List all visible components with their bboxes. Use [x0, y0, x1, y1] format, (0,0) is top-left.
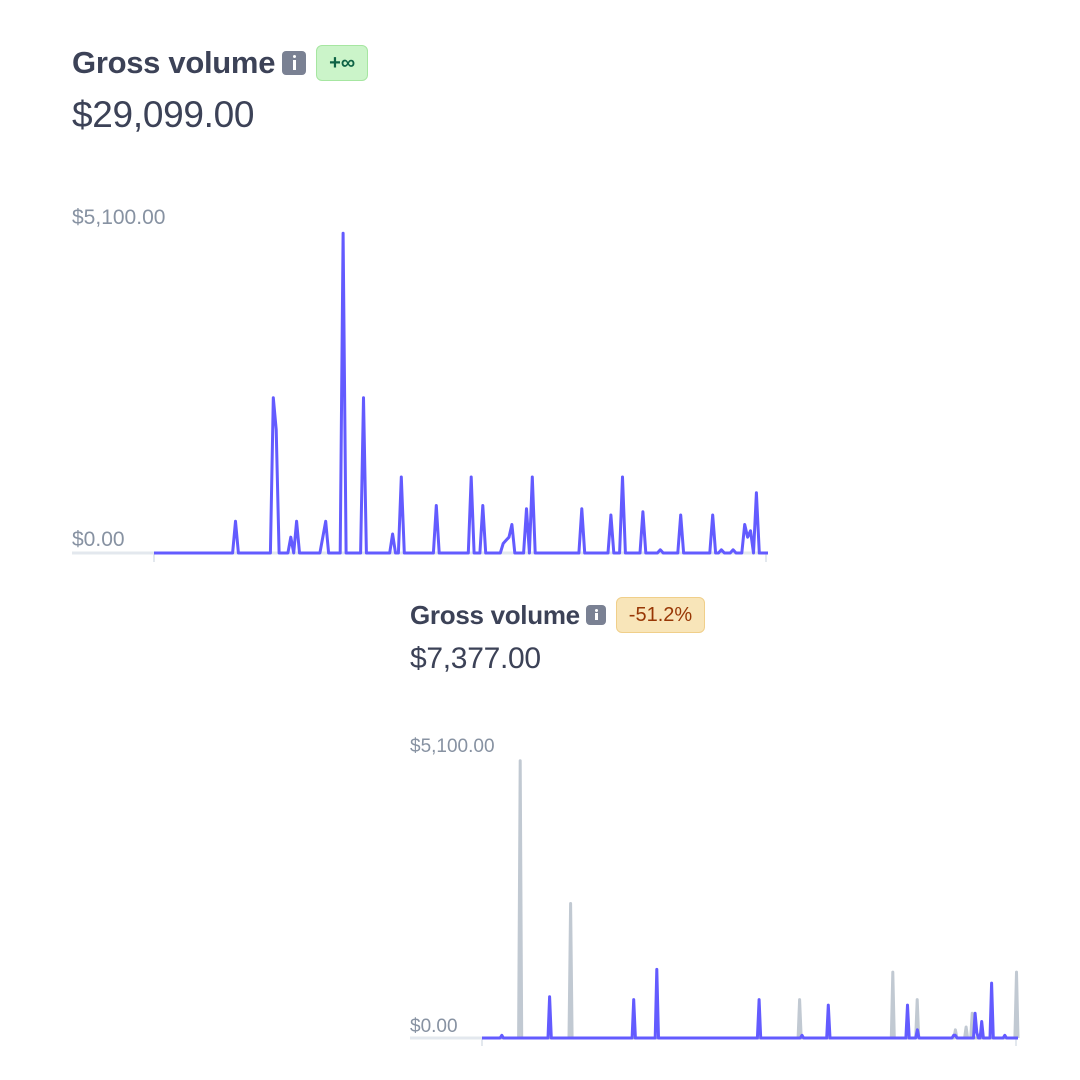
card-title: Gross volume	[410, 599, 580, 630]
info-icon[interactable]	[585, 605, 606, 625]
gross-volume-chart-2: $5,100.00 $0.00	[410, 736, 1020, 1046]
card-header: Gross volume -51.2%	[410, 592, 1030, 638]
series-line-current	[482, 967, 1018, 1040]
gross-volume-card-2: Gross volume -51.2% $7,377.00 $5,100.00 …	[410, 592, 1030, 1062]
series-line-previous	[482, 759, 1020, 1040]
change-badge: -51.2%	[615, 597, 706, 633]
y-max-label: $5,100.00	[72, 206, 165, 229]
card-header: Gross volume +∞	[72, 40, 772, 86]
info-icon[interactable]	[282, 51, 307, 75]
amount-value: $29,099.00	[72, 94, 255, 135]
gross-volume-card-1: Gross volume +∞ $29,099.00 $5,100.00 $0.…	[72, 40, 772, 570]
series-line-current	[154, 231, 768, 555]
change-badge: +∞	[316, 45, 369, 81]
card-title: Gross volume	[72, 45, 276, 80]
y-min-label: $0.00	[72, 528, 125, 551]
y-min-label: $0.00	[410, 1016, 458, 1037]
gross-volume-chart-1: $5,100.00 $0.00	[72, 206, 768, 562]
y-max-label: $5,100.00	[410, 736, 495, 757]
amount-value: $7,377.00	[410, 642, 541, 675]
